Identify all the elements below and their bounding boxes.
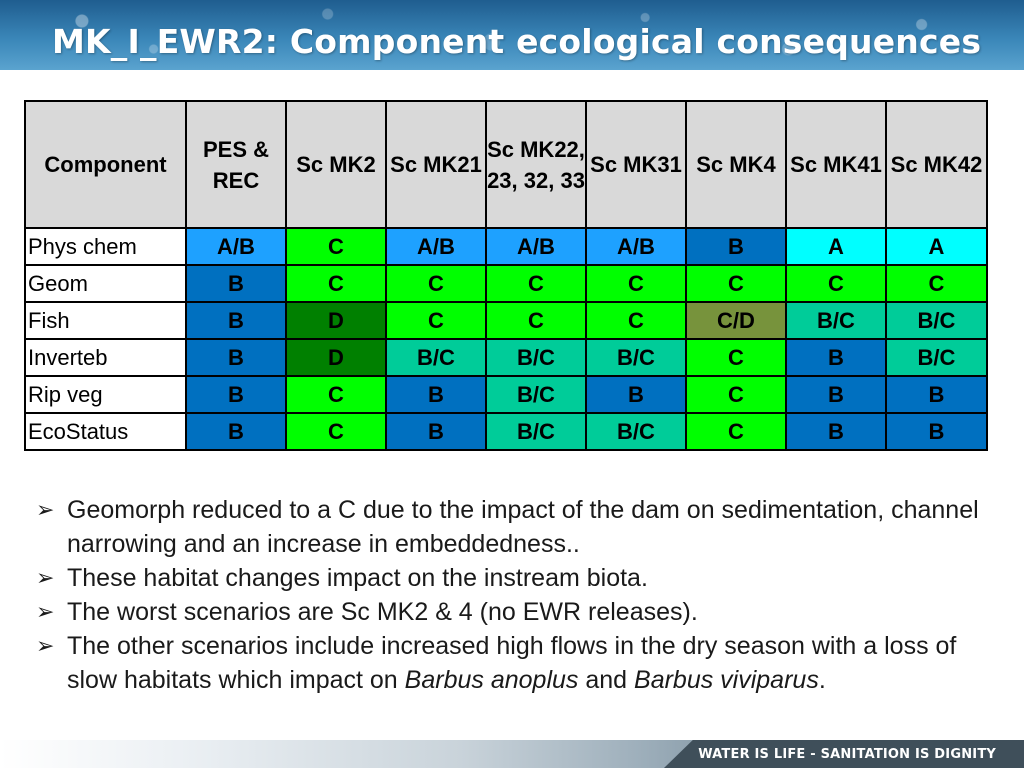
category-cell: B (185, 264, 287, 303)
row-component-label: Geom (24, 264, 187, 303)
table-row: Rip veg B C B B/C B C B B (24, 375, 988, 414)
bullet-text: The worst scenarios are Sc MK2 & 4 (no E… (67, 598, 698, 626)
category-cell: B (685, 227, 787, 266)
table-row: EcoStatus B C B B/C B/C C B B (24, 412, 988, 451)
category-cell: B (385, 375, 487, 414)
category-cell: B (585, 375, 687, 414)
footer-band (664, 740, 1024, 768)
category-cell: C (685, 338, 787, 377)
title-banner: MK_I_EWR2: Component ecological conseque… (0, 0, 1024, 70)
category-cell: B/C (785, 301, 887, 340)
table-row: Inverteb B D B/C B/C B/C C B B/C (24, 338, 988, 377)
bullet-item: ➢ Geomorph reduced to a C due to the impa… (36, 493, 996, 561)
category-cell: B/C (585, 338, 687, 377)
category-cell: C (485, 301, 587, 340)
category-cell: B (785, 412, 887, 451)
bullet-item: ➢ The other scenarios include increased … (36, 629, 996, 697)
category-cell: C (585, 301, 687, 340)
category-cell: D (285, 338, 387, 377)
row-component-label: Fish (24, 301, 187, 340)
table-header-row: Component PES & REC Sc MK2 Sc MK21 Sc MK… (24, 100, 988, 229)
category-cell: C (785, 264, 887, 303)
category-cell: C (285, 412, 387, 451)
arrow-bullet-icon: ➢ (36, 633, 55, 658)
header-sc-mk22-23-32-33: Sc MK22, 23, 32, 33 (485, 100, 587, 229)
category-cell: C (385, 264, 487, 303)
category-cell: A/B (385, 227, 487, 266)
category-cell: B (385, 412, 487, 451)
category-cell: B/C (885, 338, 988, 377)
table-body: Phys chem A/B C A/B A/B A/B B A A Geom B C C C C C C C Fis… (24, 227, 988, 451)
slide-title: MK_I_EWR2: Component ecological conseque… (52, 22, 982, 61)
bullet-text: . (818, 666, 826, 694)
category-cell: A (785, 227, 887, 266)
category-cell: C (385, 301, 487, 340)
category-cell: C/D (685, 301, 787, 340)
category-cell: B (185, 301, 287, 340)
category-cell: C (585, 264, 687, 303)
category-cell: A/B (185, 227, 287, 266)
category-cell: A (885, 227, 988, 266)
bullet-item: ➢ These habitat changes impact on the ins… (36, 561, 996, 595)
arrow-bullet-icon: ➢ (36, 497, 55, 522)
header-sc-mk41: Sc MK41 (785, 100, 887, 229)
category-cell: B/C (485, 375, 587, 414)
category-cell: B/C (385, 338, 487, 377)
header-sc-mk2: Sc MK2 (285, 100, 387, 229)
header-pes-rec: PES & REC (185, 100, 287, 229)
row-component-label: Inverteb (24, 338, 187, 377)
category-cell: C (485, 264, 587, 303)
species-name: Barbus viviparus (634, 666, 819, 694)
category-cell: B/C (885, 301, 988, 340)
bullet-text: Geomorph reduced to a C due to the impac… (67, 496, 979, 558)
header-sc-mk21: Sc MK21 (385, 100, 487, 229)
bullet-list: ➢ Geomorph reduced to a C due to the impa… (36, 493, 996, 697)
row-component-label: EcoStatus (24, 412, 187, 451)
category-cell: B (185, 375, 287, 414)
table-row: Geom B C C C C C C C (24, 264, 988, 303)
category-cell: C (285, 227, 387, 266)
category-cell: C (285, 264, 387, 303)
species-name: Barbus anoplus (404, 666, 579, 694)
category-cell: B (785, 338, 887, 377)
category-cell: A/B (485, 227, 587, 266)
category-cell: B (785, 375, 887, 414)
category-cell: B (185, 338, 287, 377)
table-row: Phys chem A/B C A/B A/B A/B B A A (24, 227, 988, 266)
table-row: Fish B D C C C C/D B/C B/C (24, 301, 988, 340)
arrow-bullet-icon: ➢ (36, 565, 55, 590)
category-cell: C (685, 412, 787, 451)
bullet-text: The other scenarios include increased hi… (67, 632, 957, 694)
category-cell: C (685, 375, 787, 414)
footer-bar: WATER IS LIFE - SANITATION IS DIGNITY (0, 740, 1024, 768)
category-cell: B/C (485, 412, 587, 451)
ecological-consequences-table: Component PES & REC Sc MK2 Sc MK21 Sc MK… (24, 100, 988, 451)
header-sc-mk4: Sc MK4 (685, 100, 787, 229)
arrow-bullet-icon: ➢ (36, 599, 55, 624)
category-cell: B (185, 412, 287, 451)
category-cell: B (885, 375, 988, 414)
header-sc-mk31: Sc MK31 (585, 100, 687, 229)
row-component-label: Phys chem (24, 227, 187, 266)
bullet-text: These habitat changes impact on the inst… (67, 564, 648, 592)
header-component: Component (24, 100, 187, 229)
category-cell: B (885, 412, 988, 451)
category-cell: B/C (585, 412, 687, 451)
category-cell: B/C (485, 338, 587, 377)
row-component-label: Rip veg (24, 375, 187, 414)
category-cell: C (285, 375, 387, 414)
category-cell: A/B (585, 227, 687, 266)
bullet-item: ➢ The worst scenarios are Sc MK2 & 4 (no … (36, 595, 996, 629)
category-cell: D (285, 301, 387, 340)
category-cell: C (685, 264, 787, 303)
bullet-text: and (578, 666, 635, 694)
water-bubbles-background (0, 0, 1024, 70)
header-sc-mk42: Sc MK42 (885, 100, 988, 229)
category-cell: C (885, 264, 988, 303)
footer-slogan: WATER IS LIFE - SANITATION IS DIGNITY (698, 747, 996, 762)
